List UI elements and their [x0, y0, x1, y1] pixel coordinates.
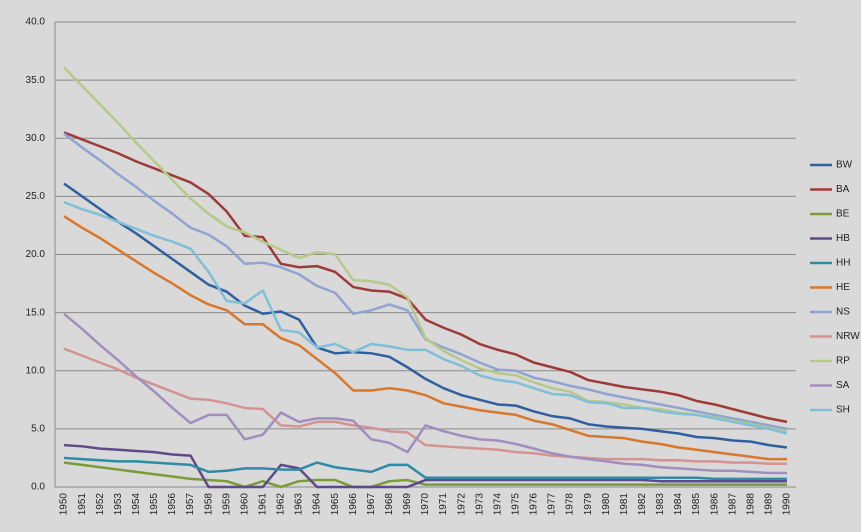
- x-tick-label: 1978: [565, 493, 576, 516]
- y-tick-label: 40.0: [26, 17, 46, 28]
- legend-label: SH: [836, 405, 850, 416]
- legend-label: HH: [836, 258, 850, 269]
- x-tick-label: 1955: [149, 493, 160, 516]
- x-tick-label: 1951: [77, 493, 88, 516]
- series-line: [63, 201, 788, 435]
- x-tick-label: 1967: [366, 493, 377, 516]
- x-tick-label: 1966: [348, 493, 359, 516]
- x-tick-label: 1990: [782, 493, 793, 516]
- x-tick-label: 1976: [529, 493, 540, 516]
- series-line: [63, 443, 787, 489]
- x-tick-label: 1982: [637, 493, 648, 516]
- x-tick-label: 1977: [547, 493, 558, 516]
- x-tick-label: 1988: [745, 493, 756, 516]
- x-tick-label: 1970: [420, 493, 431, 516]
- x-tick-label: 1952: [95, 493, 106, 516]
- legend-label: NRW: [836, 331, 860, 342]
- x-tick-label: 1973: [474, 493, 485, 516]
- x-tick-label: 1959: [221, 493, 232, 516]
- y-tick-label: 30.0: [26, 133, 46, 144]
- y-tick-label: 5.0: [31, 424, 45, 435]
- x-tick-label: 1950: [59, 493, 70, 516]
- y-tick-label: 35.0: [26, 75, 46, 86]
- x-tick-label: 1953: [113, 493, 124, 516]
- x-tick-label: 1965: [330, 493, 341, 516]
- x-tick-label: 1980: [601, 493, 612, 516]
- x-tick-label: 1968: [384, 493, 395, 516]
- series-line: [63, 131, 788, 424]
- x-tick-label: 1960: [239, 493, 250, 516]
- y-tick-label: 10.0: [26, 365, 46, 376]
- legend-label: SA: [836, 380, 850, 391]
- x-tick-label: 1987: [727, 493, 738, 516]
- series-line: [63, 66, 788, 433]
- y-tick-label: 20.0: [26, 249, 46, 260]
- x-tick-label: 1969: [402, 493, 413, 516]
- x-tick-label: 1984: [673, 493, 684, 516]
- x-tick-label: 1964: [312, 493, 323, 516]
- x-tick-label: 1989: [764, 493, 775, 516]
- series-line: [63, 215, 787, 461]
- x-tick-label: 1971: [438, 493, 449, 516]
- legend-label: BW: [836, 160, 853, 171]
- x-tick-label: 1954: [131, 493, 142, 516]
- x-tick-label: 1956: [167, 493, 178, 516]
- series-line: [63, 461, 787, 489]
- legend-label: BA: [836, 184, 850, 195]
- legend-label: BE: [836, 209, 850, 220]
- legend-label: NS: [836, 307, 850, 318]
- legend-label: HE: [836, 282, 850, 293]
- x-tick-label: 1974: [492, 493, 503, 516]
- x-tick-label: 1975: [511, 493, 522, 516]
- series-line: [63, 347, 787, 465]
- x-tick-label: 1963: [294, 493, 305, 516]
- series-line: [63, 182, 788, 449]
- x-tick-label: 1957: [185, 493, 196, 516]
- x-tick-label: 1979: [583, 493, 594, 516]
- legend-label: HB: [836, 233, 850, 244]
- x-tick-label: 1983: [655, 493, 666, 516]
- legend-label: RP: [836, 356, 850, 367]
- x-tick-label: 1986: [709, 493, 720, 516]
- x-tick-label: 1972: [456, 493, 467, 516]
- x-tick-label: 1962: [276, 493, 287, 516]
- series-line: [63, 456, 787, 481]
- y-tick-label: 0.0: [31, 482, 45, 493]
- y-tick-label: 15.0: [26, 307, 46, 318]
- x-tick-label: 1961: [257, 493, 268, 516]
- x-tick-label: 1981: [619, 493, 630, 516]
- series-line: [63, 312, 787, 475]
- y-tick-label: 25.0: [26, 191, 46, 202]
- x-tick-label: 1958: [203, 493, 214, 516]
- x-tick-label: 1985: [691, 493, 702, 516]
